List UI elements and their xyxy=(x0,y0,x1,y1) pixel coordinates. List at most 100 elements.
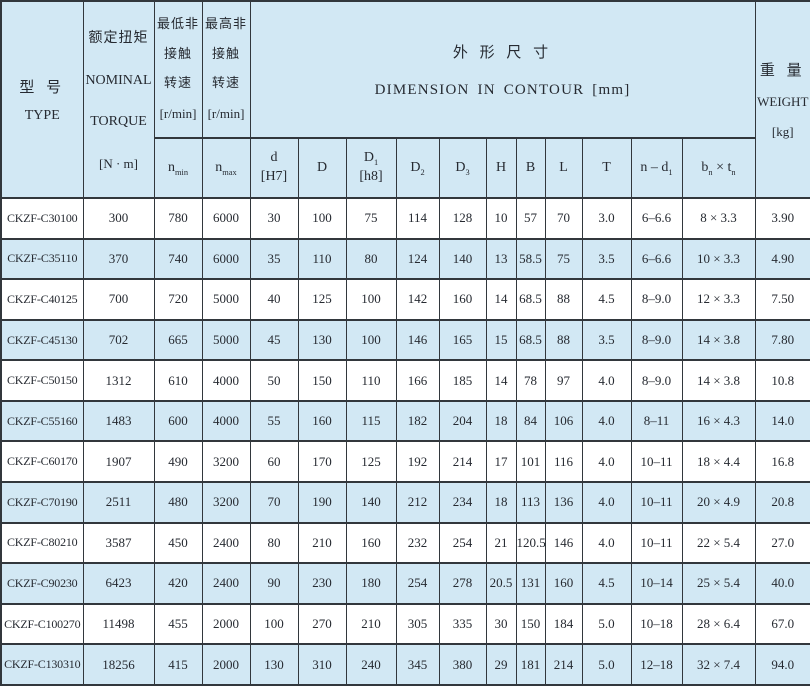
cell-T: 5.0 xyxy=(581,602,632,646)
cell-n-d1: 8–9.0 xyxy=(630,278,683,321)
cell-type: CKZF-C60170 xyxy=(0,440,84,484)
cell-D2: 345 xyxy=(395,643,440,686)
cell-D: 160 xyxy=(297,399,347,443)
subheader-D2: D2 xyxy=(395,137,440,199)
cell-n-max: 2000 xyxy=(201,643,251,686)
cell-D: 310 xyxy=(297,643,347,686)
cell-torque: 702 xyxy=(82,318,155,362)
cell-D2: 232 xyxy=(395,521,440,565)
cell-n-min: 780 xyxy=(153,197,203,240)
cell-weight: 7.80 xyxy=(754,318,810,362)
cell-n-max: 2400 xyxy=(201,562,251,605)
cell-torque: 370 xyxy=(82,237,155,281)
cell-n-d1: 10–11 xyxy=(630,440,683,484)
cell-torque: 1483 xyxy=(82,399,155,443)
cell-D1: 210 xyxy=(345,602,397,646)
cell-D: 130 xyxy=(297,318,347,362)
weight-unit: [kg] xyxy=(771,124,794,139)
cell-T: 4.0 xyxy=(581,359,632,402)
cell-n-min: 420 xyxy=(153,562,203,605)
cell-weight: 14.0 xyxy=(754,399,810,443)
cell-d: 70 xyxy=(249,481,299,524)
cell-D3: 254 xyxy=(438,521,487,565)
max-speed-zh1: 最高非 xyxy=(204,15,247,31)
cell-d: 60 xyxy=(249,440,299,484)
cell-D2: 192 xyxy=(395,440,440,484)
cell-D3: 160 xyxy=(438,278,487,321)
cell-d: 50 xyxy=(249,359,299,402)
col-header-torque: 额定扭矩 NOMINAL TORQUE [N · m] xyxy=(82,0,155,199)
subheader-L: L xyxy=(544,137,583,199)
cell-type: CKZF-C35110 xyxy=(0,237,84,281)
torque-label-zh: 额定扭矩 xyxy=(88,31,149,47)
cell-T: 4.0 xyxy=(581,440,632,484)
cell-D1: 140 xyxy=(345,481,397,524)
cell-T: 3.5 xyxy=(581,237,632,281)
cell-n-d1: 12–18 xyxy=(630,643,683,686)
cell-D: 230 xyxy=(297,562,347,605)
cell-torque: 2511 xyxy=(82,481,155,524)
cell-L: 75 xyxy=(544,237,583,281)
cell-D3: 128 xyxy=(438,197,487,240)
torque-label-en2: TORQUE xyxy=(90,114,147,130)
cell-B: 58.5 xyxy=(515,237,546,281)
subheader-D: D xyxy=(297,137,347,199)
cell-type: CKZF-C100270 xyxy=(0,602,84,646)
cell-n-min: 600 xyxy=(153,399,203,443)
subheader-H: H xyxy=(485,137,517,199)
cell-n-d1: 10–11 xyxy=(630,481,683,524)
table-row: CKZF-C30100 300 780 6000 30 100 75 114 128 10 57 70… xyxy=(0,197,810,240)
cell-type: CKZF-C40125 xyxy=(0,278,84,321)
cell-D1: 100 xyxy=(345,318,397,362)
cell-d: 55 xyxy=(249,399,299,443)
min-speed-zh2: 接触 xyxy=(163,45,192,61)
cell-n-max: 3200 xyxy=(201,481,251,524)
cell-B: 181 xyxy=(515,643,546,686)
cell-L: 116 xyxy=(544,440,583,484)
type-label-zh: 型 号 xyxy=(19,79,66,96)
cell-D2: 124 xyxy=(395,237,440,281)
cell-L: 214 xyxy=(544,643,583,686)
table-row: CKZF-C45130 702 665 5000 45 130 100 146 165 15 68.… xyxy=(0,318,810,362)
cell-n-max: 4000 xyxy=(201,359,251,402)
cell-n-d1: 10–18 xyxy=(630,602,683,646)
cell-T: 3.0 xyxy=(581,197,632,240)
max-speed-zh2: 接触 xyxy=(211,45,240,61)
cell-T: 4.5 xyxy=(581,562,632,605)
cell-type: CKZF-C130310 xyxy=(0,643,84,686)
cell-D3: 380 xyxy=(438,643,487,686)
cell-bn-tn: 32 × 7.4 xyxy=(681,643,756,686)
cell-n-min: 415 xyxy=(153,643,203,686)
col-header-dimension: 外 形 尺 寸 DIMENSION IN CONTOUR [mm] xyxy=(249,0,756,139)
cell-torque: 1312 xyxy=(82,359,155,402)
cell-weight: 40.0 xyxy=(754,562,810,605)
cell-d: 45 xyxy=(249,318,299,362)
table-row: CKZF-C60170 1907 490 3200 60 170 125 192 214 17 10… xyxy=(0,440,810,484)
subheader-n-max: nmax xyxy=(201,137,251,199)
cell-H: 17 xyxy=(485,440,517,484)
cell-D2: 142 xyxy=(395,278,440,321)
table-row: CKZF-C50150 1312 610 4000 50 150 110 166 185 14 78… xyxy=(0,359,810,402)
cell-bn-tn: 16 × 4.3 xyxy=(681,399,756,443)
cell-type: CKZF-C45130 xyxy=(0,318,84,362)
cell-torque: 1907 xyxy=(82,440,155,484)
cell-T: 3.5 xyxy=(581,318,632,362)
cell-H: 21 xyxy=(485,521,517,565)
subheader-n-d1: n – d1 xyxy=(630,137,683,199)
cell-B: 120.5 xyxy=(515,521,546,565)
cell-D3: 335 xyxy=(438,602,487,646)
cell-L: 97 xyxy=(544,359,583,402)
cell-weight: 67.0 xyxy=(754,602,810,646)
cell-L: 88 xyxy=(544,278,583,321)
cell-D: 270 xyxy=(297,602,347,646)
cell-T: 4.0 xyxy=(581,521,632,565)
cell-D1: 100 xyxy=(345,278,397,321)
cell-D1: 180 xyxy=(345,562,397,605)
cell-n-d1: 10–11 xyxy=(630,521,683,565)
cell-weight: 94.0 xyxy=(754,643,810,686)
torque-label-en1: NOMINAL xyxy=(85,72,152,88)
cell-L: 146 xyxy=(544,521,583,565)
